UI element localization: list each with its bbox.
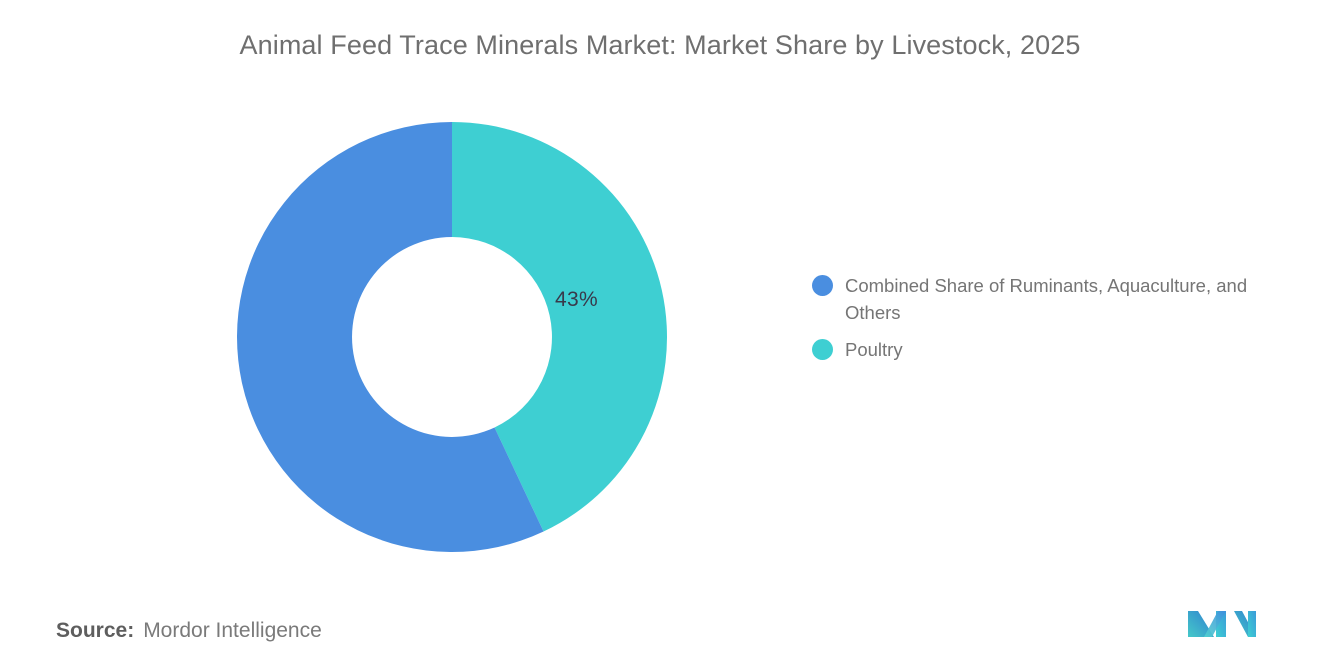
donut-chart-svg [237, 122, 667, 552]
legend-item-combined-share[interactable]: Combined Share of Ruminants, Aquaculture… [812, 272, 1302, 326]
legend-item-label: Poultry [845, 339, 903, 360]
donut-slice[interactable] [237, 122, 544, 552]
mordor-intelligence-logo [1184, 603, 1262, 643]
page-title: Animal Feed Trace Minerals Market: Marke… [239, 30, 1081, 60]
circle-marker-icon [812, 339, 833, 360]
source-attribution: Source: Mordor Intelligence [56, 619, 322, 643]
slice-value-label-poultry: 43% [555, 288, 598, 311]
logo-mark-icon [1188, 611, 1256, 637]
source-value: Mordor Intelligence [143, 619, 322, 642]
donut-slice[interactable] [452, 122, 667, 532]
chart-legend: Combined Share of Ruminants, Aquaculture… [812, 272, 1302, 373]
circle-marker-icon [812, 275, 833, 296]
legend-item-label: Combined Share of Ruminants, Aquaculture… [845, 275, 1248, 323]
source-label: Source: [56, 619, 135, 642]
donut-chart [237, 122, 667, 552]
legend-item-poultry[interactable]: Poultry [812, 336, 1302, 363]
